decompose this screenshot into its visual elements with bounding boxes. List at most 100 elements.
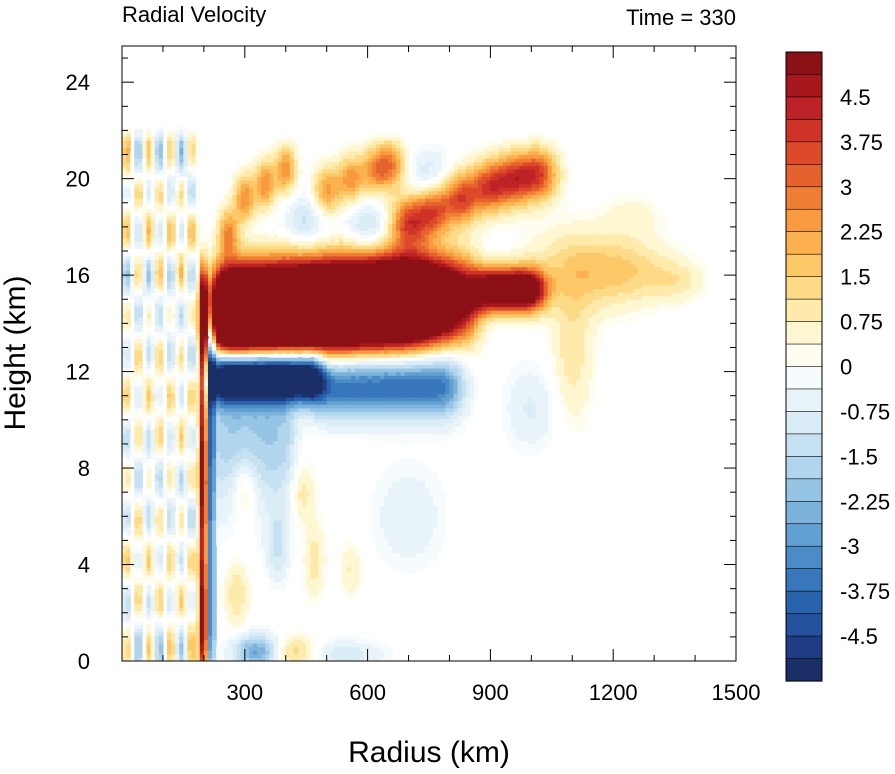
field-cell (265, 328, 270, 333)
field-cell (199, 632, 205, 637)
field-cell (142, 407, 148, 412)
field-cell (167, 310, 172, 315)
field-cell (154, 320, 160, 326)
field-cell (146, 400, 152, 405)
field-cell (150, 657, 156, 661)
field-cell (150, 443, 156, 449)
field-cell (289, 284, 295, 289)
field-cell (269, 284, 275, 289)
field-cell (130, 158, 135, 163)
field-cell (154, 375, 160, 380)
field-cell (281, 360, 287, 365)
field-cell (281, 310, 287, 315)
field-cell (273, 306, 279, 311)
field-cell (122, 498, 127, 503)
field-cell (244, 364, 250, 369)
field-cell (195, 179, 201, 185)
field-cell (281, 483, 287, 488)
field-cell (240, 237, 246, 242)
field-cell (199, 581, 205, 586)
field-cell (277, 161, 283, 166)
field-cell (167, 530, 172, 535)
field-cell (212, 621, 217, 626)
field-cell (138, 140, 144, 145)
field-cell (224, 237, 230, 242)
field-cell (212, 328, 217, 333)
field-cell (195, 273, 201, 279)
field-cell (122, 349, 127, 355)
field-cell (269, 230, 275, 235)
field-cell (240, 183, 246, 188)
field-cell (216, 205, 221, 210)
field-cell (203, 635, 209, 640)
field-cell (289, 302, 295, 308)
field-cell (240, 346, 246, 351)
field-cell (228, 407, 234, 412)
field-cell (232, 183, 238, 188)
field-cell (195, 639, 201, 644)
field-cell (220, 454, 225, 460)
field-cell (130, 273, 135, 279)
field-cell (224, 530, 230, 535)
field-cell (281, 393, 287, 398)
field-cell (224, 570, 230, 575)
field-cell (138, 295, 144, 300)
field-cell (146, 150, 152, 156)
field-cell (167, 563, 172, 568)
field-cell (220, 530, 225, 535)
field-cell (216, 244, 221, 250)
field-cell (232, 288, 238, 293)
field-cell (273, 382, 279, 387)
field-cell (277, 465, 283, 470)
field-cell (265, 556, 270, 561)
field-cell (199, 458, 205, 463)
field-cell (146, 570, 152, 575)
field-cell (236, 237, 242, 242)
field-cell (207, 299, 213, 304)
field-cell (138, 136, 144, 141)
field-cell (138, 566, 144, 572)
field-cell (134, 480, 139, 485)
field-cell (183, 613, 189, 619)
field-cell (289, 136, 295, 141)
field-cell (167, 223, 172, 228)
field-cell (134, 624, 139, 630)
field-cell (228, 498, 234, 503)
field-cell (257, 498, 262, 503)
field-cell (122, 324, 127, 329)
field-cell (154, 147, 160, 152)
field-cell (277, 197, 283, 203)
field-cell (122, 588, 127, 593)
field-cell (122, 639, 127, 644)
field-cell (138, 646, 144, 651)
field-cell (134, 509, 139, 514)
field-cell (261, 443, 266, 449)
field-cell (183, 577, 189, 583)
field-cell (240, 498, 246, 503)
field-cell (293, 642, 299, 648)
field-cell (142, 509, 148, 514)
field-cell (179, 241, 184, 246)
field-cell (167, 462, 172, 467)
field-cell (183, 302, 189, 308)
field-cell (179, 353, 184, 358)
field-cell (269, 657, 275, 661)
field-cell (203, 570, 209, 575)
field-cell (203, 606, 209, 611)
field-cell (207, 595, 213, 601)
field-cell (224, 465, 230, 470)
field-cell (224, 451, 230, 456)
field-cell (195, 331, 201, 337)
field-cell (269, 563, 275, 568)
field-cell (175, 628, 180, 633)
field-cell (158, 570, 164, 575)
field-cell (150, 194, 156, 199)
field-cell (122, 585, 127, 590)
field-cell (138, 226, 144, 232)
field-cell (232, 357, 238, 362)
field-cell (142, 433, 148, 438)
field-cell (232, 378, 238, 384)
field-cell (289, 140, 295, 145)
field-cell (273, 425, 279, 431)
field-cell (154, 360, 160, 365)
